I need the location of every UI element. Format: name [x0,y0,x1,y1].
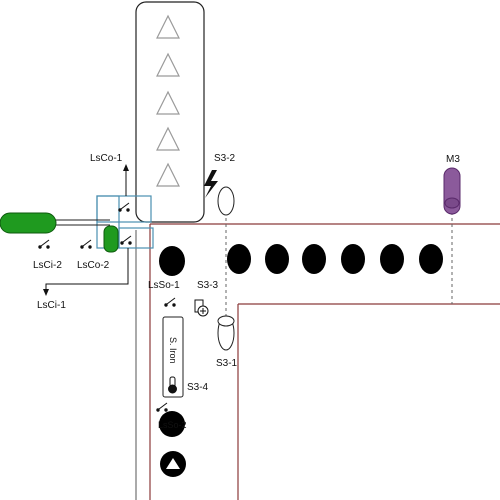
triangle-icon [156,90,180,115]
switch-icon[interactable] [118,202,130,212]
label-lsso2: LsSo-2 [158,420,187,430]
eject-icon[interactable] [160,451,186,477]
storage-hopper[interactable] [135,1,205,223]
motor-m3[interactable] [443,167,461,215]
conveyor-rails [135,223,500,500]
triangle-icon [156,14,180,39]
roller-icon [227,244,251,274]
green-pusher[interactable] [0,212,119,253]
lsci1-arrow [43,248,129,296]
roller-icon [265,244,289,274]
switch-icon[interactable] [80,239,92,249]
pusher-lsso2[interactable] [159,411,185,437]
sensor-guides [225,200,453,350]
switch-icon[interactable] [120,235,132,245]
label-lsco2: LsCo-2 [77,260,110,271]
label-lsso1: LsSo-1 [148,280,180,291]
label-m3: M3 [446,154,460,165]
switch-icon[interactable] [156,402,168,412]
roller-icon [341,244,365,274]
roller-icon [419,244,443,274]
sensor-s3-3[interactable] [194,299,209,317]
label-lsci2: LsCi-2 [33,260,62,271]
label-s3-2: S3-2 [214,153,236,164]
label-s3-4: S3-4 [187,382,209,393]
roller-icon [380,244,404,274]
conveyor-rollers [159,244,443,276]
thermometer-icon [168,376,177,394]
iron-label: S. Iron [168,337,178,364]
switch-icon[interactable] [38,239,50,249]
sensor-s3-1[interactable] [217,315,235,351]
label-s3-1: S3-1 [216,358,238,369]
label-lsco1: LsCo-1 [90,153,123,164]
triangle-icon [156,162,180,187]
switch-icon[interactable] [164,297,176,307]
roller-icon [159,246,185,276]
lsco1-arrow [123,164,129,196]
triangle-icon [156,52,180,77]
lightning-icon [204,170,218,198]
roller-icon [302,244,326,274]
soldering-iron[interactable]: S. Iron [162,316,184,398]
label-lsci1: LsCi-1 [37,300,66,311]
triangle-icon [156,126,180,151]
sensor-s3-2[interactable] [217,186,235,216]
label-s3-3: S3-3 [197,280,219,291]
